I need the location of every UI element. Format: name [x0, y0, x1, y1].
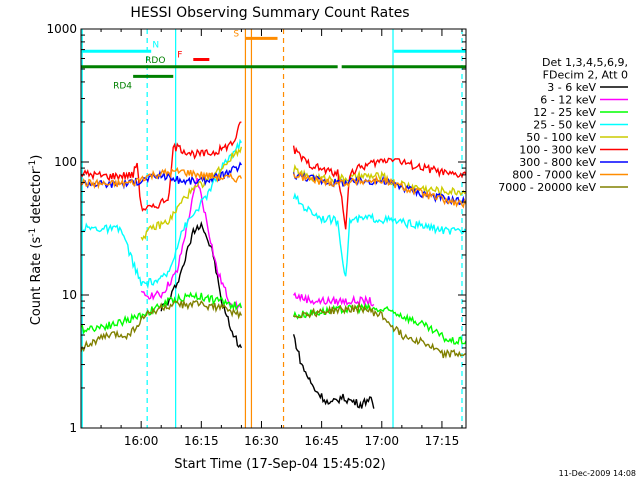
chart-title: HESSI Observing Summary Count Rates — [130, 5, 409, 21]
legend-label-0: 3 - 6 keV — [547, 81, 596, 94]
state-label-f: F — [177, 50, 182, 60]
series-line-100-300keV — [81, 121, 242, 212]
series-line-6-12keV — [140, 177, 242, 311]
x-axis-label: Start Time (17-Sep-04 15:45:02) — [174, 457, 385, 472]
legend-label-5: 100 - 300 keV — [519, 144, 596, 157]
series-line-50-100keV — [140, 146, 243, 242]
y-axis-label-part: -1 — [28, 160, 38, 169]
y-tick-label-1: 10 — [62, 288, 77, 302]
x-tick-label-5: 17:15 — [425, 434, 460, 448]
x-tick-label-4: 17:00 — [364, 434, 399, 448]
y-axis-label: Count Rate (s-1 detector-1) — [28, 155, 44, 326]
state-label-rdo: RDO — [145, 56, 165, 66]
x-tick-label-3: 16:45 — [304, 434, 339, 448]
series-line-6-12keV — [293, 291, 375, 308]
legend-label-8: 7000 - 20000 keV — [498, 181, 596, 194]
state-label-n: N — [152, 40, 159, 50]
series-line-25-50keV — [292, 192, 466, 277]
y-tick-label-3: 1000 — [46, 22, 77, 36]
legend: Det 1,3,4,5,6,9,FDecim 2, Att 03 - 6 keV… — [498, 56, 628, 194]
series-line-50-100keV — [292, 163, 466, 197]
y-tick-label-2: 100 — [54, 155, 77, 169]
x-tick-label-2: 16:30 — [244, 434, 279, 448]
state-label-rd4: RD4 — [113, 81, 132, 91]
series-line-7000-20000keV — [81, 299, 243, 353]
y-axis-label-part: ) — [29, 155, 44, 160]
y-axis-label-part: detector — [29, 168, 44, 228]
legend-label-1: 6 - 12 keV — [540, 94, 596, 107]
series-line-800-7000keV — [292, 171, 466, 209]
y-tick-label-0: 1 — [69, 421, 77, 435]
x-tick-label-1: 16:15 — [184, 434, 219, 448]
legend-label-2: 12 - 25 keV — [533, 106, 596, 119]
y-axis-label-part: -1 — [28, 228, 38, 237]
axes: 16:00 16:15 16:30 16:45 17:00 17:15 1 10 100 1000 — [46, 22, 466, 448]
legend-header-1: FDecim 2, Att 0 — [543, 69, 628, 82]
series-line-7000-20000keV — [293, 302, 466, 359]
legend-label-6: 300 - 800 keV — [519, 156, 596, 169]
series-line-3-6keV — [160, 220, 243, 349]
legend-label-3: 25 - 50 keV — [533, 119, 596, 132]
plot-frame — [80, 28, 467, 429]
plot-area: N F S RDO RD4 — [81, 29, 466, 428]
legend-header-0: Det 1,3,4,5,6,9, — [542, 56, 628, 69]
series-line-3-6keV — [292, 334, 375, 409]
x-tick-label-0: 16:00 — [124, 434, 159, 448]
legend-label-4: 50 - 100 keV — [526, 131, 596, 144]
footer-date: 11-Dec-2009 14:08 — [559, 469, 636, 478]
series-line-100-300keV — [292, 145, 466, 230]
state-label-s: S — [233, 29, 239, 39]
y-axis-label-part: Count Rate (s — [29, 237, 44, 326]
legend-label-7: 800 - 7000 keV — [512, 169, 596, 182]
series-line-800-7000keV — [81, 166, 243, 190]
